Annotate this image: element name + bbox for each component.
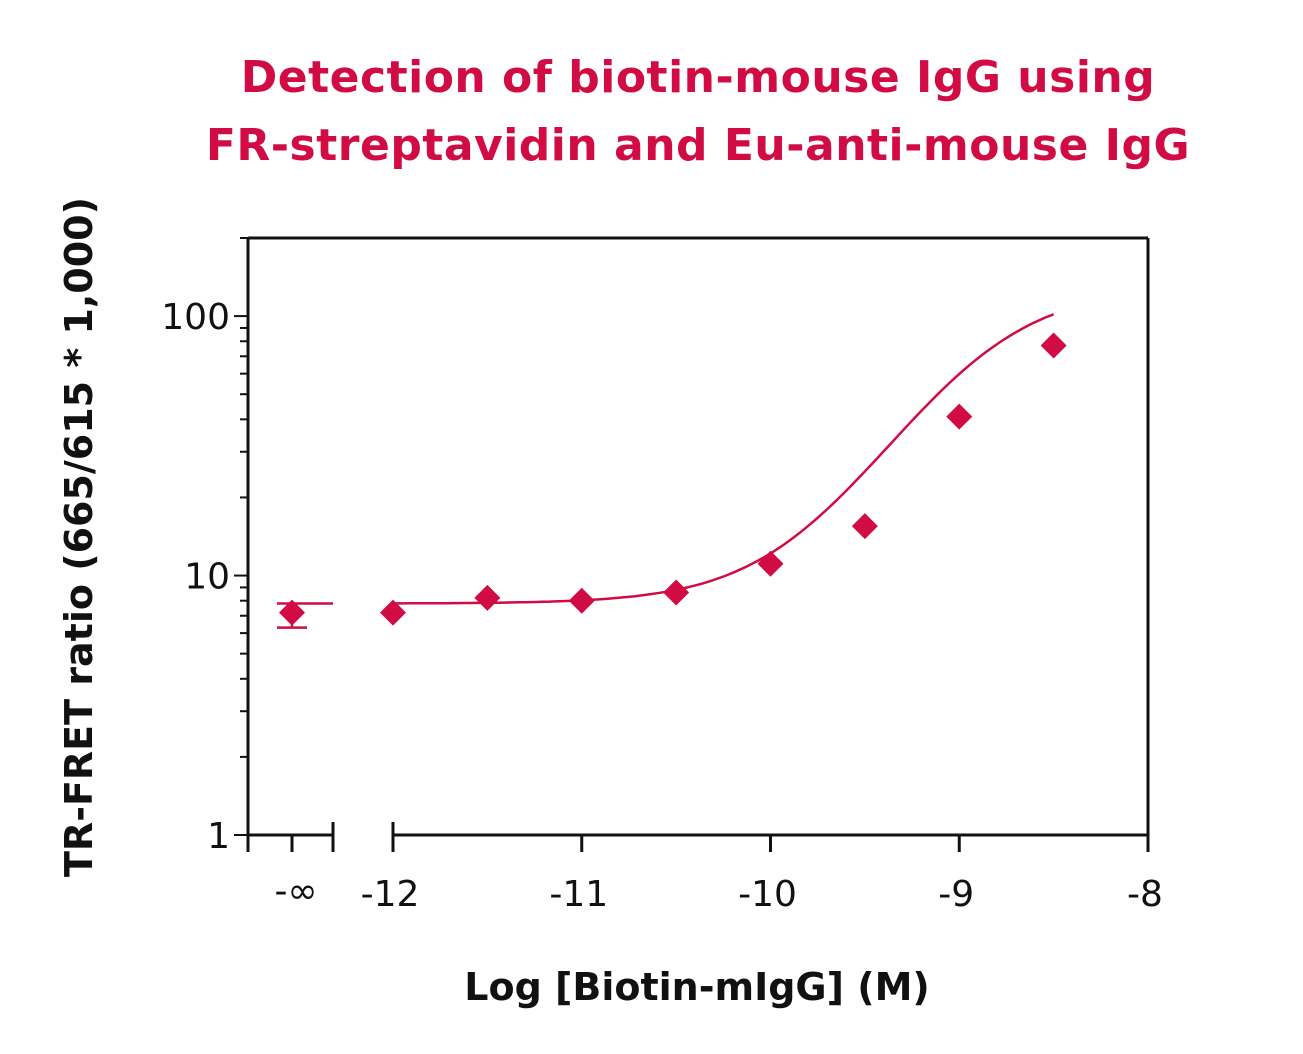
x-tick-label: -10 — [738, 874, 797, 915]
data-point — [380, 599, 406, 626]
y-axis-title: TR-FRET ratio (665/615 * 1,000) — [57, 197, 101, 877]
plot-frame — [246, 236, 1150, 852]
data-point — [663, 579, 690, 606]
data-point — [568, 587, 595, 614]
chart-title-line-2: FR-streptavidin and Eu-anti-mouse IgG — [205, 120, 1191, 171]
y-tick-label: 1 — [207, 816, 230, 857]
x-axis: -12 -11 -10 -9 -8 -∞ — [248, 822, 1163, 915]
x-tick-label: -11 — [549, 874, 608, 915]
data-point — [946, 403, 973, 430]
x-tick-label-zero: -∞ — [275, 871, 318, 912]
data-point — [757, 550, 784, 577]
data-point-zero — [279, 599, 305, 626]
x-axis-title: Log [Biotin-mIgG] (M) — [464, 965, 930, 1009]
fit-curve-layer — [277, 313, 1055, 605]
data-points-layer — [277, 332, 1067, 629]
y-tick-label: 100 — [161, 297, 230, 338]
fit-curve — [393, 313, 1055, 605]
data-point — [1040, 332, 1067, 359]
x-tick-label: -9 — [938, 874, 974, 915]
data-point — [474, 584, 501, 611]
x-tick-label: -12 — [361, 874, 420, 915]
y-axis: 1 10 100 — [161, 237, 248, 857]
chart-title-line-1: Detection of biotin-mouse IgG using — [240, 52, 1156, 103]
data-point — [851, 513, 878, 540]
y-tick-label: 10 — [184, 557, 230, 598]
x-tick-label: -8 — [1127, 874, 1163, 915]
